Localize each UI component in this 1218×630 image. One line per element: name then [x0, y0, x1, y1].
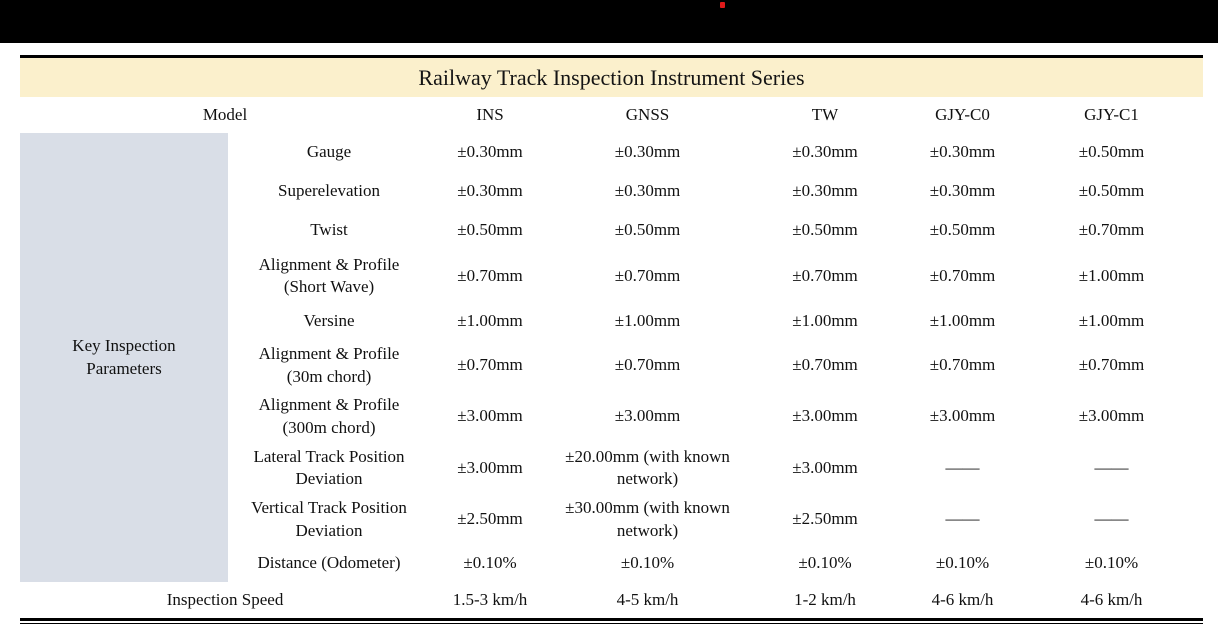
value-cell: ±0.50mm: [1078, 142, 1145, 162]
inspection-speed-label: Inspection Speed: [166, 589, 284, 609]
value-cell: ±0.50mm: [457, 220, 523, 240]
value-cell: ±0.30mm: [457, 142, 523, 162]
value-cell: 1.5-3 km/h: [452, 589, 528, 609]
group-label-key-inspection-parameters: Key Inspection Parameters: [20, 133, 228, 582]
table-row: Distance (Odometer) ±0.10% ±0.10% ±0.10%…: [20, 545, 1203, 582]
value-cell: ±0.70mm: [929, 265, 996, 285]
table-row: Alignment & Profile (300m chord) ±3.00mm…: [20, 391, 1203, 442]
value-cell: ±0.70mm: [1078, 355, 1145, 375]
inspection-table: Model INS GNSS TW GJY-C0 GJY-C1 Key Insp…: [20, 97, 1203, 618]
value-cell: ±0.70mm: [614, 265, 681, 285]
value-cell: ±0.10%: [463, 553, 517, 573]
param-label-distance-odometer: Distance (Odometer): [257, 553, 401, 573]
value-cell: ±3.00mm: [457, 406, 523, 426]
param-label-alignment-profile-short-wave: Alignment & Profile (Short Wave): [258, 254, 400, 296]
value-cell: ±0.50mm: [1078, 181, 1145, 201]
table-container: Railway Track Inspection Instrument Seri…: [20, 55, 1203, 624]
table-header-row: Model INS GNSS TW GJY-C0 GJY-C1: [20, 97, 1203, 133]
value-cell: ±0.30mm: [792, 142, 858, 162]
value-cell: 4-6 km/h: [931, 589, 994, 609]
value-cell: ±0.70mm: [1078, 220, 1145, 240]
value-cell: ±0.30mm: [457, 181, 523, 201]
param-label-alignment-profile-30m-chord: Alignment & Profile (30m chord): [258, 344, 400, 386]
record-indicator-icon: [720, 2, 725, 8]
value-cell: ±3.00mm: [457, 457, 523, 477]
table-row: Lateral Track Position Deviation ±3.00mm…: [20, 442, 1203, 494]
param-label-superelevation: Superelevation: [278, 181, 380, 201]
bottom-rule: [20, 618, 1203, 624]
value-cell: ±1.00mm: [1078, 265, 1145, 285]
value-cell: ±1.00mm: [929, 310, 996, 330]
page-title: Railway Track Inspection Instrument Seri…: [20, 55, 1203, 97]
value-cell: ±0.50mm: [929, 220, 996, 240]
value-cell: ±0.70mm: [457, 265, 523, 285]
model-col-gjy-c1: GJY-C1: [1084, 104, 1139, 124]
value-cell: ±1.00mm: [1078, 310, 1145, 330]
value-cell: ±0.30mm: [792, 181, 858, 201]
value-cell: ±0.10%: [1084, 553, 1139, 573]
value-cell: ±0.10%: [935, 553, 990, 573]
value-cell: ±3.00mm: [792, 457, 858, 477]
value-cell: ±0.70mm: [457, 355, 523, 375]
table-row: Twist ±0.50mm ±0.50mm ±0.50mm ±0.50mm ±0…: [20, 211, 1203, 250]
value-cell: ±2.50mm: [457, 509, 523, 529]
value-cell: ——: [1094, 509, 1129, 529]
value-cell: ±3.00mm: [929, 406, 996, 426]
value-cell: ±1.00mm: [457, 310, 523, 330]
table-row: Key Inspection Parameters Gauge ±0.30mm …: [20, 133, 1203, 582]
param-label-vertical-track-position-deviation: Vertical Track Position Deviation: [251, 498, 407, 540]
model-col-gnss: GNSS: [625, 104, 670, 124]
value-cell: ±0.30mm: [614, 181, 681, 201]
value-cell: ——: [1094, 457, 1129, 477]
model-header-label: Model: [202, 104, 248, 124]
value-cell: ——: [945, 457, 980, 477]
value-cell: 4-6 km/h: [1080, 589, 1143, 609]
value-cell: ±0.30mm: [614, 142, 681, 162]
param-label-gauge: Gauge: [306, 142, 352, 162]
table-footer-row: Inspection Speed 1.5-3 km/h 4-5 km/h 1-2…: [20, 582, 1203, 618]
value-cell: ±30.00mm (with known network): [565, 498, 730, 540]
value-cell: ±0.70mm: [614, 355, 681, 375]
value-cell: 1-2 km/h: [794, 589, 856, 609]
table-row: Alignment & Profile (Short Wave) ±0.70mm…: [20, 250, 1203, 302]
value-cell: ±1.00mm: [792, 310, 858, 330]
value-cell: ±3.00mm: [1078, 406, 1145, 426]
value-cell: ±0.50mm: [614, 220, 681, 240]
value-cell: ±20.00mm (with known network): [565, 446, 730, 488]
value-cell: ±0.70mm: [929, 355, 996, 375]
model-col-ins: INS: [476, 104, 504, 124]
value-cell: ±0.70mm: [792, 355, 858, 375]
value-cell: ±3.00mm: [614, 406, 681, 426]
param-label-versine: Versine: [303, 310, 355, 330]
value-cell: ±1.00mm: [614, 310, 681, 330]
value-cell: ±2.50mm: [792, 509, 858, 529]
value-cell: ±0.10%: [620, 553, 675, 573]
value-cell: ±0.30mm: [929, 181, 996, 201]
param-label-lateral-track-position-deviation: Lateral Track Position Deviation: [253, 446, 405, 488]
table-row: Versine ±1.00mm ±1.00mm ±1.00mm ±1.00mm …: [20, 302, 1203, 340]
table-row: Alignment & Profile (30m chord) ±0.70mm …: [20, 340, 1203, 391]
param-label-alignment-profile-300m-chord: Alignment & Profile (300m chord): [258, 395, 400, 437]
table-row: Superelevation ±0.30mm ±0.30mm ±0.30mm ±…: [20, 172, 1203, 211]
top-black-bar: [0, 0, 1218, 43]
value-cell: ±0.10%: [798, 553, 852, 573]
value-cell: 4-5 km/h: [616, 589, 679, 609]
value-cell: ±3.00mm: [792, 406, 858, 426]
table-row: Vertical Track Position Deviation ±2.50m…: [20, 494, 1203, 545]
model-col-gjy-c0: GJY-C0: [935, 104, 990, 124]
value-cell: ±0.70mm: [792, 265, 858, 285]
value-cell: ±0.30mm: [929, 142, 996, 162]
param-label-twist: Twist: [310, 220, 348, 240]
model-col-tw: TW: [811, 104, 839, 124]
value-cell: ——: [945, 509, 980, 529]
value-cell: ±0.50mm: [792, 220, 858, 240]
